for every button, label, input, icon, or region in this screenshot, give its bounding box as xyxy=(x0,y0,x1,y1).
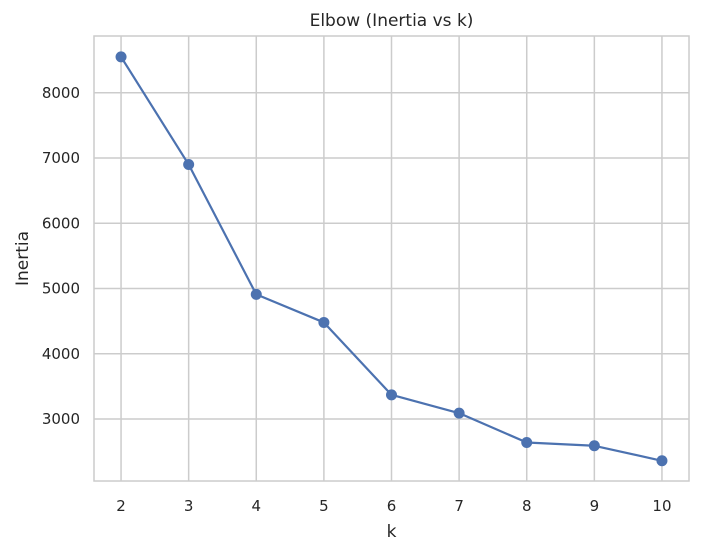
y-tick-label: 4000 xyxy=(42,345,80,363)
data-point xyxy=(453,407,465,419)
x-tick-label: 9 xyxy=(590,497,600,515)
chart-title: Elbow (Inertia vs k) xyxy=(310,11,474,31)
x-tick-label: 8 xyxy=(522,497,532,515)
data-point xyxy=(250,288,262,300)
x-tick-label: 4 xyxy=(251,497,261,515)
y-tick-label: 3000 xyxy=(42,410,80,428)
grid-lines xyxy=(94,36,689,481)
series-layer xyxy=(115,51,668,467)
x-tick-label: 10 xyxy=(652,497,671,515)
data-point xyxy=(318,316,330,328)
x-tick-label: 5 xyxy=(319,497,329,515)
y-tick-label: 6000 xyxy=(42,214,80,232)
data-point xyxy=(183,159,195,171)
data-point xyxy=(115,51,127,63)
x-tick-label: 3 xyxy=(184,497,194,515)
y-axis-label: Inertia xyxy=(13,231,33,286)
data-point xyxy=(656,455,668,467)
data-point xyxy=(521,437,533,449)
x-tick-label: 7 xyxy=(454,497,464,515)
x-axis-label: k xyxy=(387,522,397,542)
y-tick-label: 8000 xyxy=(42,84,80,102)
x-tick-label: 6 xyxy=(387,497,397,515)
data-point xyxy=(386,389,397,401)
axes-frame xyxy=(93,35,690,482)
data-point xyxy=(588,440,600,452)
tick-labels: 2 3 4 5 6 7 8 9 10 3000 4000 5000 6000 7000 8000 xyxy=(42,84,672,515)
y-tick-label: 5000 xyxy=(42,280,80,298)
x-tick-label: 2 xyxy=(116,497,126,515)
y-tick-label: 7000 xyxy=(42,149,80,167)
